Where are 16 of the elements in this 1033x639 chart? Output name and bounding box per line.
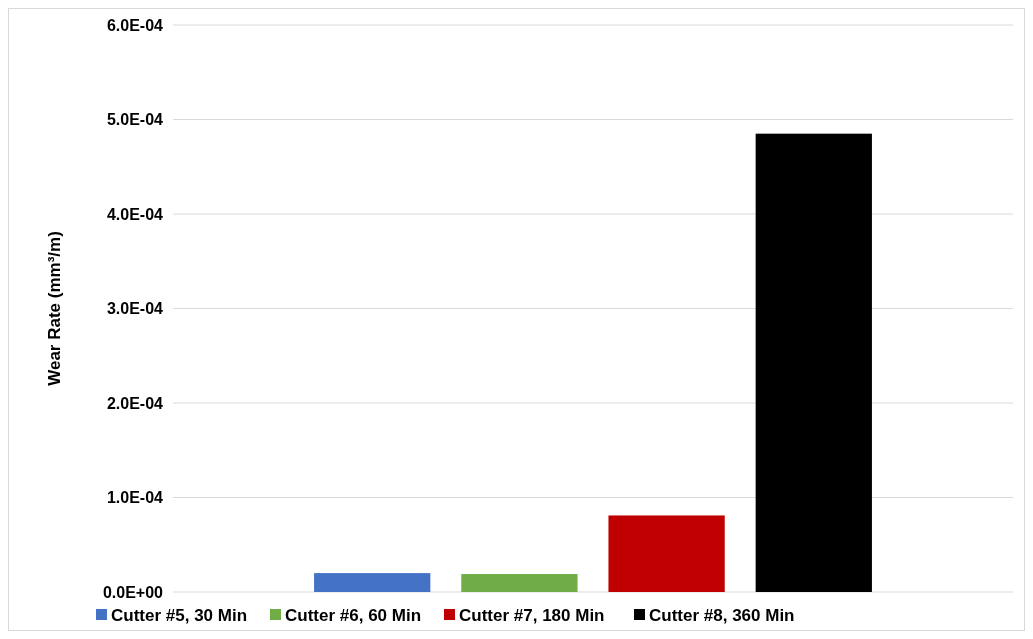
y-tick-label: 4.0E-04 (106, 205, 164, 223)
legend-label: Cutter #6, 60 Min (285, 605, 422, 625)
legend-label: Cutter #7, 180 Min (459, 605, 605, 625)
y-tick-label: 0.0E+00 (102, 583, 164, 601)
y-tick-label: 5.0E-04 (106, 111, 164, 129)
y-tick-label: 2.0E-04 (106, 394, 164, 412)
y-tick-label: 3.0E-04 (106, 300, 164, 318)
y-tick-label: 1.0E-04 (106, 489, 164, 507)
legend-label: Cutter #5, 30 Min (111, 605, 248, 625)
bar (314, 573, 431, 592)
legend-label: Cutter #8, 360 Min (649, 605, 795, 625)
bar (461, 574, 578, 592)
bar (755, 133, 872, 592)
y-axis-title: Wear Rate (mm³/m) (45, 231, 64, 386)
bar (608, 515, 725, 592)
y-tick-label: 6.0E-04 (106, 16, 164, 34)
